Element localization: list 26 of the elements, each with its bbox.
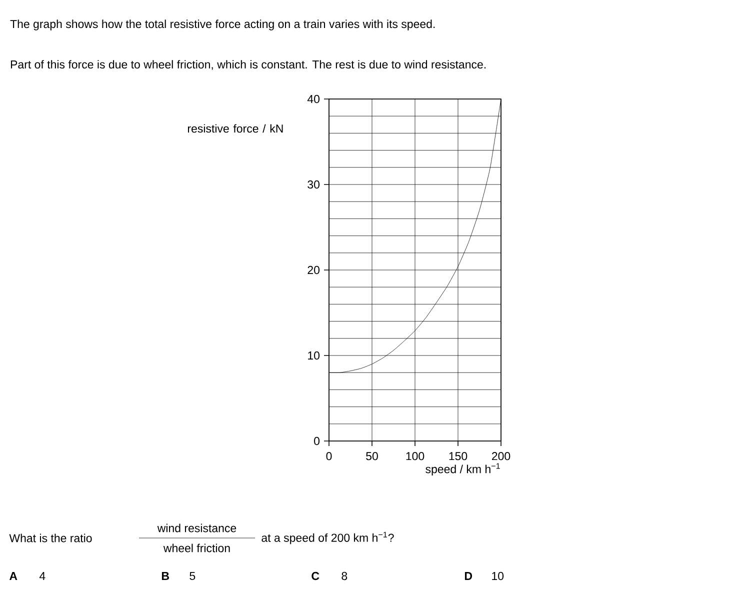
text: at a speed of 200 km h$^{−1}$? (262, 532, 394, 544)
x-axis-title: speed / km h$^{−1}$ (426, 463, 500, 476)
y-tick-label: 20 (308, 266, 320, 274)
x-tick-label: 200 (492, 452, 510, 460)
text: A (9, 572, 18, 580)
x-tick-label: 150 (449, 452, 468, 460)
y-tick-label: 30 (308, 180, 320, 189)
text: 10 (492, 572, 504, 580)
text: The graph shows how the total resistive force acting on a train varies with its speed. (10, 20, 435, 30)
text: 5 (190, 572, 196, 580)
text: 8 (342, 572, 348, 580)
text: wind resistance (157, 524, 236, 532)
x-tick-label: 50 (366, 452, 378, 460)
text: wheel friction (163, 544, 230, 552)
text: 4 (39, 572, 46, 580)
chart-subtitle: Part of this force is due to wheel friction, which is constant. The rest is due to wind resistance. (10, 60, 486, 70)
text: What is the ratio (9, 534, 92, 542)
y-axis-title: resistive force / kN (188, 124, 283, 133)
text: B (162, 572, 169, 580)
x-tick-label: 0 (326, 452, 332, 460)
text: D (464, 572, 472, 580)
y-tick-label: 40 (307, 94, 320, 104)
text: C (312, 572, 320, 580)
y-tick-label: 0 (314, 436, 320, 446)
y-tick-label: 10 (308, 351, 320, 360)
x-tick-label: 100 (406, 452, 424, 460)
